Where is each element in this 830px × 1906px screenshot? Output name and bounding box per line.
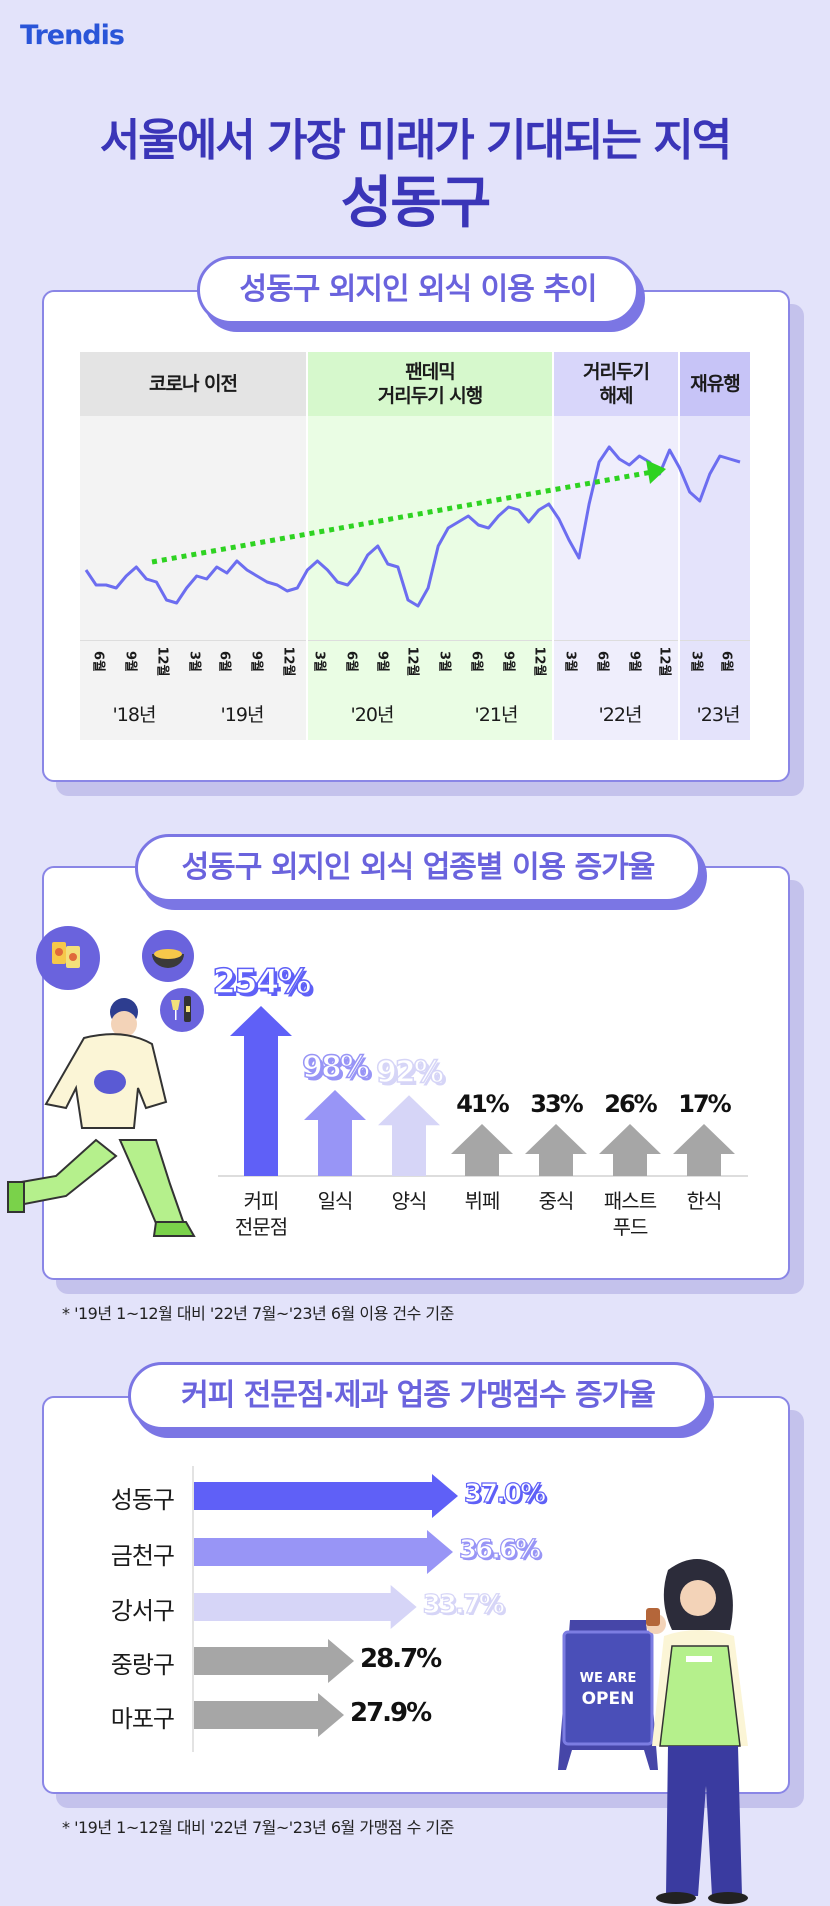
franchise-title: 커피 전문점·제과 업종 가맹점수 증가율 [128, 1362, 708, 1430]
category-label: 커피 전문점 [234, 1189, 288, 1239]
category-note: * '19년 1~12월 대비 '22년 7월~'23년 6월 이용 건수 기준 [62, 1304, 454, 1323]
month-tick: 6월 [468, 650, 484, 672]
category-label: 중식 [538, 1189, 575, 1213]
franchise-value-label: 36.6% [458, 1534, 541, 1565]
district-label: 중랑구 [110, 1651, 175, 1679]
month-tick: 6월 [343, 650, 359, 672]
coffee-bubble-icon [36, 926, 100, 990]
phase-zone-0: 코로나 이전 [80, 352, 306, 740]
franchise-note: * '19년 1~12월 대비 '22년 7월~'23년 6월 가맹점 수 기준 [62, 1818, 454, 1837]
barista-illustration [646, 1559, 748, 1904]
category-label: 양식 [391, 1189, 428, 1213]
franchise-value-label: 33.7% [422, 1589, 505, 1620]
month-tick: 6월 [90, 650, 106, 672]
category-value-label: 33% [530, 1090, 583, 1118]
district-label: 금천구 [110, 1542, 175, 1570]
month-tick: 3월 [688, 650, 704, 672]
month-tick: 12월 [656, 646, 672, 677]
phase-zone-2: 거리두기 해제 [554, 352, 678, 740]
phase-zone-1: 팬데믹 거리두기 시행 [308, 352, 552, 740]
month-tick: 3월 [562, 650, 578, 672]
month-tick: 9월 [626, 650, 642, 672]
category-label: 뷔페 [464, 1189, 501, 1213]
brand-logo: Trendis [20, 20, 125, 51]
year-label: '20년 [350, 704, 395, 726]
month-tick: 12월 [531, 646, 547, 677]
trend-title: 성동구 외지인 외식 이용 추이 [197, 256, 639, 324]
district-label: 성동구 [110, 1486, 175, 1514]
trend-arrow-head [646, 460, 666, 484]
category-label: 한식 [686, 1189, 723, 1213]
franchise-value-label: 27.9% [350, 1698, 432, 1728]
runner-illustration [7, 926, 204, 1237]
month-tick: 12월 [280, 646, 296, 677]
category-title: 성동구 외지인 외식 업종별 이용 증가율 [135, 834, 701, 902]
trend-arrow-line [151, 469, 653, 565]
phase-label-3: 재유행 [680, 352, 750, 416]
month-tick: 6월 [718, 650, 734, 672]
category-value-label: 17% [678, 1090, 731, 1118]
category-value-label: 92% [375, 1055, 444, 1092]
brand-logo-text: Trendis [20, 20, 125, 51]
month-tick: 9월 [500, 650, 516, 672]
year-label: '18년 [112, 704, 157, 726]
month-tick: 3월 [436, 650, 452, 672]
month-tick: 6월 [594, 650, 610, 672]
phase-label-0: 코로나 이전 [80, 352, 306, 416]
year-label: '21년 [474, 704, 519, 726]
category-label: 패스트 푸드 [603, 1189, 657, 1239]
phase-label-1: 팬데믹 거리두기 시행 [308, 352, 552, 416]
month-tick: 9월 [374, 650, 390, 672]
month-tick: 3월 [186, 650, 202, 672]
category-value-label: 41% [456, 1090, 509, 1118]
month-tick: 9월 [248, 650, 264, 672]
hbar-axis [192, 1466, 194, 1752]
page-title-line2: 성동구 [340, 171, 492, 236]
category-label: 일식 [317, 1189, 354, 1213]
franchise-value-label: 37.0% [463, 1478, 546, 1509]
wine-bubble-icon [160, 988, 204, 1032]
category-value-label: 254% [212, 961, 313, 1003]
month-tick: 6월 [216, 650, 232, 672]
open-sign-illustration: WE ARE OPEN [558, 1620, 658, 1770]
bowl-bubble-icon [142, 930, 194, 982]
open-sign-text: WE ARE [580, 1671, 637, 1686]
district-label: 강서구 [110, 1597, 175, 1625]
year-label: '22년 [598, 704, 643, 726]
franchise-value-label: 28.7% [360, 1644, 442, 1674]
phase-label-2: 거리두기 해제 [554, 352, 678, 416]
district-label: 마포구 [110, 1705, 175, 1733]
trend-series-line [84, 445, 741, 608]
year-label: '23년 [696, 704, 741, 726]
svg-text:OPEN: OPEN [582, 1689, 635, 1709]
month-tick: 3월 [311, 650, 327, 672]
category-value-label: 98% [301, 1049, 370, 1086]
year-label: '19년 [220, 704, 265, 726]
category-value-label: 26% [604, 1090, 657, 1118]
month-tick: 9월 [122, 650, 138, 672]
month-tick: 12월 [404, 646, 420, 677]
trend-line-chart [84, 445, 741, 608]
phase-zone-3: 재유행 [680, 352, 750, 740]
page-title-line1: 서울에서 가장 미래가 기대되는 지역 [99, 115, 732, 166]
month-tick: 12월 [154, 646, 170, 677]
